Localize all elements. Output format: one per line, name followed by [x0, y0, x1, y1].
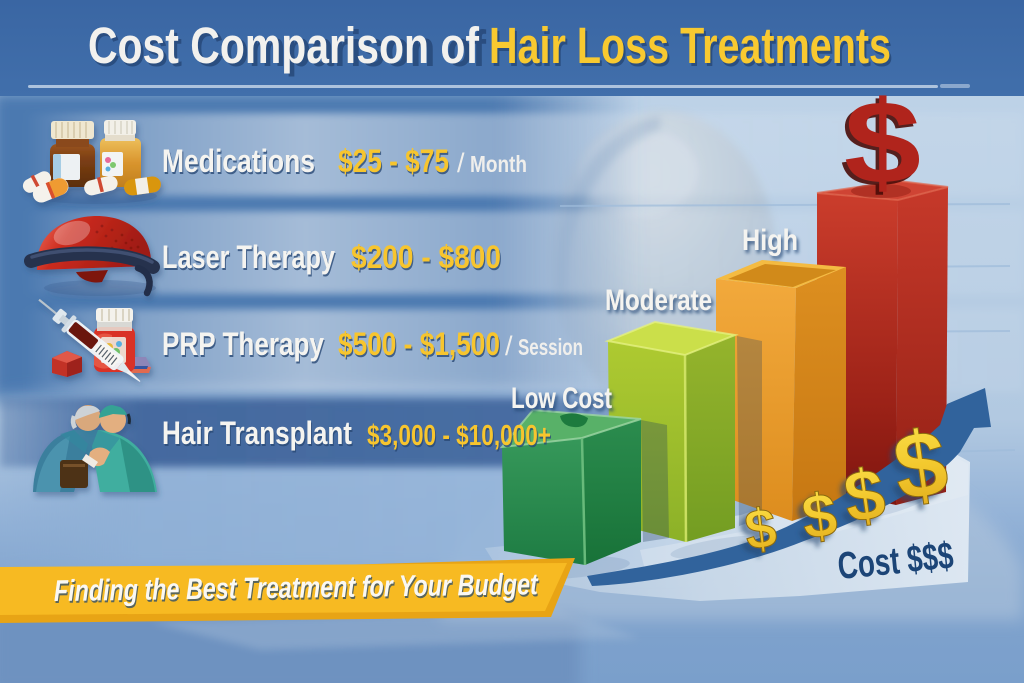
- svg-text:$: $: [840, 80, 918, 212]
- svg-text:$200 - $800: $200 - $800: [351, 239, 501, 275]
- svg-text:$500 - $1,500: $500 - $1,500: [339, 328, 501, 364]
- svg-text:Medications: Medications: [162, 143, 315, 179]
- svg-text:Laser Therapy: Laser Therapy: [162, 239, 335, 275]
- svg-text:Cost Comparison of: Cost Comparison of: [88, 17, 480, 74]
- svg-text:$: $: [844, 77, 921, 209]
- svg-text:$500 - $1,500: $500 - $1,500: [338, 326, 500, 362]
- svg-text:Finding the Best Treatment for: Finding the Best Treatment for Your Budg…: [55, 570, 541, 610]
- svg-text:Finding the Best Treatment for: Finding the Best Treatment for Your Budg…: [54, 568, 540, 608]
- svg-text:/: /: [505, 331, 513, 361]
- svg-text:$3,000 - $10,000+: $3,000 - $10,000+: [367, 420, 551, 452]
- svg-text:$: $: [741, 495, 780, 561]
- svg-text:Moderate: Moderate: [605, 284, 712, 317]
- svg-text:Month: Month: [470, 151, 527, 177]
- svg-text:$25 - $75: $25 - $75: [338, 143, 449, 179]
- svg-text:$3,000 - $10,000+: $3,000 - $10,000+: [368, 422, 552, 454]
- svg-text:High: High: [742, 224, 798, 257]
- svg-text:PRP Therapy: PRP Therapy: [162, 326, 324, 362]
- svg-text:/: /: [457, 148, 465, 178]
- svg-text:PRP Therapy: PRP Therapy: [163, 328, 325, 364]
- svg-text:Medications: Medications: [163, 145, 316, 181]
- svg-text:Low Cost: Low Cost: [511, 382, 612, 415]
- svg-text:$25 - $75: $25 - $75: [339, 145, 450, 181]
- svg-text:Laser Therapy: Laser Therapy: [163, 241, 336, 277]
- svg-text:Hair Loss Treatments: Hair Loss Treatments: [491, 20, 893, 77]
- svg-text:Hair Transplant: Hair Transplant: [162, 415, 352, 451]
- svg-text:Cost Comparison of: Cost Comparison of: [90, 20, 487, 77]
- svg-text:$200 - $800: $200 - $800: [352, 241, 502, 277]
- svg-text:Session: Session: [518, 334, 583, 360]
- svg-text:Hair Loss Treatments: Hair Loss Treatments: [489, 17, 891, 74]
- svg-text:Hair Transplant: Hair Transplant: [163, 417, 353, 453]
